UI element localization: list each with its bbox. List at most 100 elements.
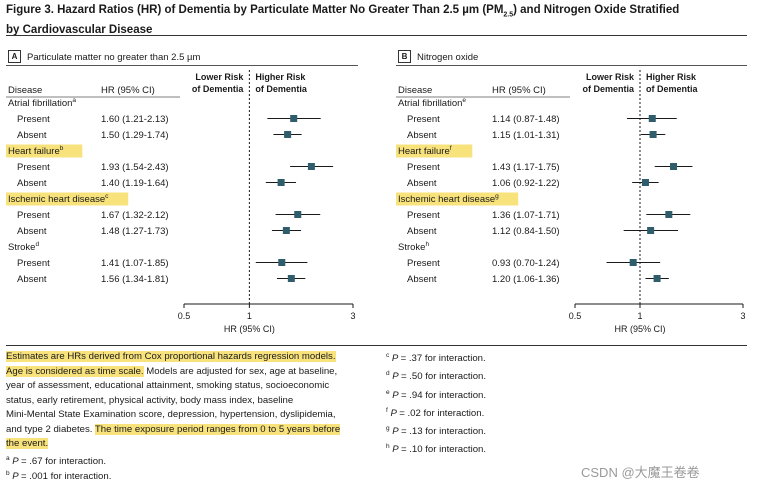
panel-b-x-tick-label-1: 1 (637, 311, 642, 321)
footnote-line-5-seg-1: The time exposure period ranges from 0 t… (94, 423, 341, 435)
footnote-line-0: Estimates are HRs derived from Cox propo… (6, 350, 386, 365)
panel-b-group-0-label: Atrial fibrillatione (398, 97, 466, 109)
panel-a-group-2-row-1-hr-text: 1.48 (1.27-1.73) (101, 226, 169, 237)
panel-a-group-1-sup: b (60, 145, 64, 152)
panel-b-group-0-row-0-hr-marker (648, 115, 656, 122)
panel-a-group-3-row-1-label: Absent (17, 274, 47, 285)
title-line1-pre: Figure 3. Hazard Ratios (HR) of Dementia… (6, 4, 504, 16)
panel-a-group-0-row-1-label: Absent (17, 130, 47, 141)
panel-b-header: B Nitrogen oxide (398, 49, 748, 66)
footnote-main: Estimates are HRs derived from Cox propo… (6, 350, 386, 452)
panel-b-group-1-row-0-label: Present (407, 162, 440, 173)
panel-b-group-3-sup: h (425, 241, 429, 248)
panel-a-letter: A (8, 49, 21, 63)
panel-b-x-tick-label-2: 3 (740, 311, 745, 321)
footnote-line-3: status, early retirement, physical activ… (6, 394, 386, 409)
panel-a-group-2-row-0-label: Present (17, 210, 50, 221)
panel-b-group-0-row-1-hr-text: 1.15 (1.01-1.31) (492, 130, 560, 141)
watermark: CSDN @大魔王卷卷 (581, 465, 700, 480)
footnote-line-1-seg-0: Age is considered as time scale. (6, 365, 144, 377)
footnote-line-1: Age is considered as time scale. Models … (6, 365, 386, 380)
title-line1-sub: 2.5 (503, 11, 514, 19)
panel-a-x-tick-label-1: 1 (247, 311, 252, 321)
panel-b-x-axis-label: HR (95% CI) (614, 324, 665, 334)
panel-a-x-tick-label-2: 3 (350, 311, 355, 321)
panel-b-group-3-row-0-label: Present (407, 258, 440, 269)
title-line2: by Cardiovascular Disease (6, 23, 153, 36)
interaction-right-1-sup: d (386, 370, 390, 378)
panel-a-title: Particulate matter no greater than 2.5 µ… (27, 52, 201, 63)
interaction-right-5-p: P (389, 444, 401, 456)
interaction-right-5-text: = .10 for interaction. (401, 444, 487, 456)
panel-a-group-3-row-0-label: Present (17, 258, 50, 269)
panel-a-group-2-row-1-hr-marker (282, 227, 290, 234)
panel-a-group-1-row-1-label: Absent (17, 178, 47, 189)
interaction-right-4-text: = .13 for interaction. (401, 426, 487, 438)
interaction-right-2-p: P (389, 389, 401, 401)
interaction-right-2-text: = .94 for interaction. (401, 389, 487, 401)
panel-a-favor-right-1: Higher Risk (255, 72, 306, 82)
panel-b-group-0-row-0-label: Present (407, 114, 440, 125)
panel-a-group-0-row-1-hr-marker (284, 131, 292, 138)
forest-plot-svg: Lower Risk of Dementia Higher Risk of Demen… (6, 70, 746, 334)
interaction-left-0-p: P (9, 456, 21, 467)
panel-b-group-3-row-1-label: Absent (407, 274, 437, 285)
interaction-right-4: g P = .13 for interaction. (386, 423, 686, 441)
panel-b-group-3-row-0-hr-marker (629, 259, 637, 266)
panel-b-group-1-label: Heart failuref (398, 145, 452, 157)
panel-a-favor-left-1: Lower Risk (195, 72, 244, 82)
panel-b-group-0-row-1-hr-marker (649, 131, 657, 138)
panel-a-group-0-row-1-hr-text: 1.50 (1.29-1.74) (101, 130, 169, 141)
panel-b-title: Nitrogen oxide (417, 52, 479, 63)
panel-b-group-0-row-0-hr-text: 1.14 (0.87-1.48) (492, 114, 560, 125)
interaction-right-3-sup: f (386, 406, 388, 414)
panel-b-group-2-row-0-label: Present (407, 210, 440, 221)
panel-b-favor-left-2: of Dementia (582, 84, 635, 94)
panel-b-group-2-highlight (396, 192, 519, 206)
panel-b-favor-left-1: Lower Risk (586, 72, 635, 82)
footnote-line-4: Mini-Mental State Examination score, dep… (6, 408, 386, 423)
panel-b-group-2-row-0-hr-text: 1.36 (1.07-1.71) (492, 210, 560, 221)
footnote-line-0-seg-0: Estimates are HRs derived from Cox propo… (6, 351, 336, 362)
panel-b-group-2-row-1-hr-marker (647, 227, 655, 234)
panel-a-group-3-row-0-hr-text: 1.41 (1.07-1.85) (101, 258, 169, 269)
interaction-right-1: d P = .50 for interaction. (386, 368, 686, 386)
interaction-right-2-sup: e (386, 388, 390, 396)
interaction-right-1-p: P (389, 371, 401, 383)
interaction-right-4-p: P (389, 426, 401, 438)
panel-b-group-0-row-1-label: Absent (407, 130, 437, 141)
interaction-left-1-text: = .001 for interaction. (21, 470, 112, 482)
panel-a-group-1-row-0-label: Present (17, 162, 50, 173)
panel-a-group-3-row-1-hr-marker (287, 275, 295, 282)
interaction-right-4-sup: g (386, 425, 390, 432)
panel-a-group-0-row-0-hr-text: 1.60 (1.21-2.13) (101, 114, 169, 125)
interaction-right-0: c P = .37 for interaction. (386, 350, 686, 368)
panel-b-group-3-row-1-hr-text: 1.20 (1.06-1.36) (492, 274, 560, 285)
panel-a-header: A Particulate matter no greater than 2.5 … (8, 49, 360, 66)
panel-a-col-hr: HR (95% CI) (101, 85, 155, 96)
panel-a-group-1-highlight (6, 144, 83, 158)
panel-a-group-0-sup: a (72, 97, 76, 104)
panel-b-col-hr: HR (95% CI) (492, 85, 546, 96)
panel-a-group-0-label: Atrial fibrillationa (8, 97, 76, 109)
interaction-left-1: b P = .001 for interaction. (6, 470, 386, 485)
panel-b-rule (396, 65, 747, 66)
panel-b-group-3-row-1-hr-marker (653, 275, 661, 282)
panel-a-rule (6, 65, 358, 66)
interaction-left-1-sup: b (6, 469, 10, 477)
footnote-rule (6, 345, 747, 346)
title-rule (6, 35, 747, 36)
panel-b-group-1-row-1-hr-text: 1.06 (0.92-1.22) (492, 178, 560, 189)
panel-b-group-1-sup: f (450, 145, 452, 152)
panel-b-favor-right-2: of Dementia (646, 84, 699, 94)
panel-a-group-3-sup: d (35, 241, 39, 248)
panel-a-favor-right-2: of Dementia (255, 84, 308, 94)
panel-a-col-disease: Disease (8, 85, 42, 96)
panel-b-group-2-row-0-hr-marker (665, 211, 673, 218)
footnote-line-2-seg-0: year of assessment, educational attainme… (6, 380, 330, 391)
panel-a-x-tick-label-0: 0.5 (178, 311, 191, 321)
panel-a-group-1-row-1-hr-marker (277, 179, 285, 186)
figure-title: Figure 3. Hazard Ratios (HR) of Dementia… (6, 3, 679, 37)
interaction-right-3: f P = .02 for interaction. (386, 405, 686, 423)
interaction-right-2: e P = .94 for interaction. (386, 387, 686, 405)
